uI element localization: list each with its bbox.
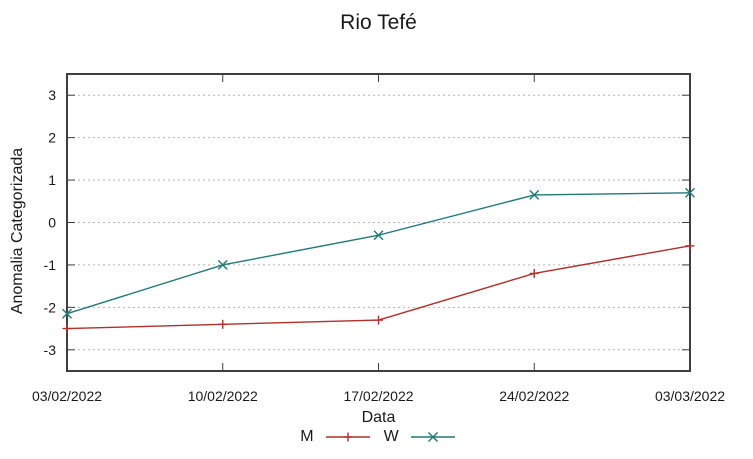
x-axis-label: Data [361,409,396,426]
legend-sample-M [325,432,370,442]
chart-title: Rio Tefé [340,11,417,34]
marker-cross [217,259,228,270]
plot-border [66,73,691,372]
x-tick-label: 24/02/2022 [499,388,569,404]
legend-label-M: M [300,428,314,445]
marker-cross [62,308,72,319]
x-tick-label: 17/02/2022 [343,388,413,404]
x-tick-label: 03/02/2022 [32,388,102,404]
y-tick-label: 2 [48,130,56,146]
marker-cross [529,189,540,200]
y-tick-label: -2 [44,299,57,315]
legend-label-W: W [383,428,399,445]
y-tick-label: -3 [44,342,57,358]
x-tick-label: 10/02/2022 [188,388,258,404]
marker-cross [685,187,695,198]
x-tick-label: 03/03/2022 [655,388,725,404]
legend-sample-W [410,432,455,442]
marker-cross [373,230,384,241]
series-line-W [66,192,691,315]
legend-item-W: W [384,428,457,446]
y-tick-label: 0 [48,215,56,231]
y-tick-label: -1 [44,257,57,273]
y-tick-label: 3 [48,87,56,103]
y-tick-label: 1 [48,172,56,188]
y-axis-label: Anomalia Categorizada [9,147,26,315]
legend-item-M: M [300,428,371,446]
